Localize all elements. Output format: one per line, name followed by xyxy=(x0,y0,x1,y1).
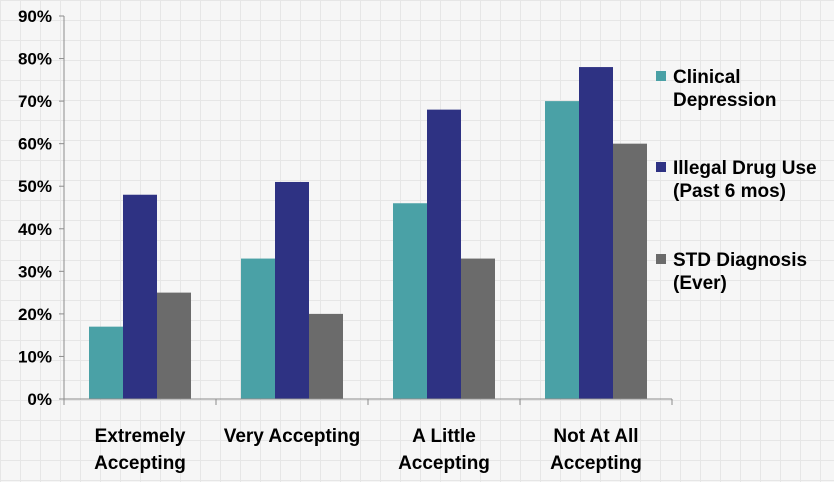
bar-clinical-depression-extremely-accepting xyxy=(89,326,123,399)
y-tick-label: 10% xyxy=(18,347,52,366)
x-tick-label-a-little-accepting: A Little Accepting xyxy=(398,426,490,474)
x-tick-label-very-accepting: Very Accepting xyxy=(224,426,361,447)
axes-layer: 0% 10% 20% 30% 40% 50% 60% 70% 80% 90% Extremely Ac… xyxy=(18,7,673,474)
y-tick-label: 40% xyxy=(18,220,52,239)
legend-swatch-clinical-depression xyxy=(656,71,666,81)
legend-label-std-diagnosis: STD Diagnosis (Ever) xyxy=(673,250,808,294)
y-tick-label: 70% xyxy=(18,92,52,111)
y-tick-label: 50% xyxy=(18,177,52,196)
x-tick-label-extremely-accepting: Extremely Accepting xyxy=(94,426,186,474)
legend-swatch-std-diagnosis xyxy=(656,254,666,264)
y-tick-label: 0% xyxy=(27,390,52,409)
legend-label-illegal-drug-use: Illegal Drug Use (Past 6 mos) xyxy=(673,158,817,202)
bar-std-diagnosis-ever-extremely-accepting xyxy=(157,292,191,399)
bar-clinical-depression-a-little-accepting xyxy=(393,203,427,399)
bar-illegal-drug-use-past-6-mos-extremely-accepting xyxy=(123,194,157,399)
legend-swatch-illegal-drug-use xyxy=(656,162,666,172)
bar-illegal-drug-use-past-6-mos-not-at-all-accepting xyxy=(579,67,613,400)
y-tick-label: 80% xyxy=(18,50,52,69)
legend-label-clinical-depression: Clinical Depression xyxy=(673,67,777,111)
y-tick-label: 90% xyxy=(18,7,52,26)
bar-illegal-drug-use-past-6-mos-a-little-accepting xyxy=(427,109,461,399)
y-tick-label: 30% xyxy=(18,262,52,281)
y-tick-label: 20% xyxy=(18,305,52,324)
y-tick-label: 60% xyxy=(18,135,52,154)
x-tick-label-not-at-all-accepting: Not At All Accepting xyxy=(550,426,642,474)
bar-illegal-drug-use-past-6-mos-very-accepting xyxy=(275,181,309,399)
bar-std-diagnosis-ever-very-accepting xyxy=(309,313,343,399)
bar-clinical-depression-very-accepting xyxy=(241,258,275,399)
bar-std-diagnosis-ever-not-at-all-accepting xyxy=(613,143,647,399)
bars-layer xyxy=(89,67,647,400)
bar-std-diagnosis-ever-a-little-accepting xyxy=(461,258,495,399)
bar-clinical-depression-not-at-all-accepting xyxy=(545,101,579,399)
